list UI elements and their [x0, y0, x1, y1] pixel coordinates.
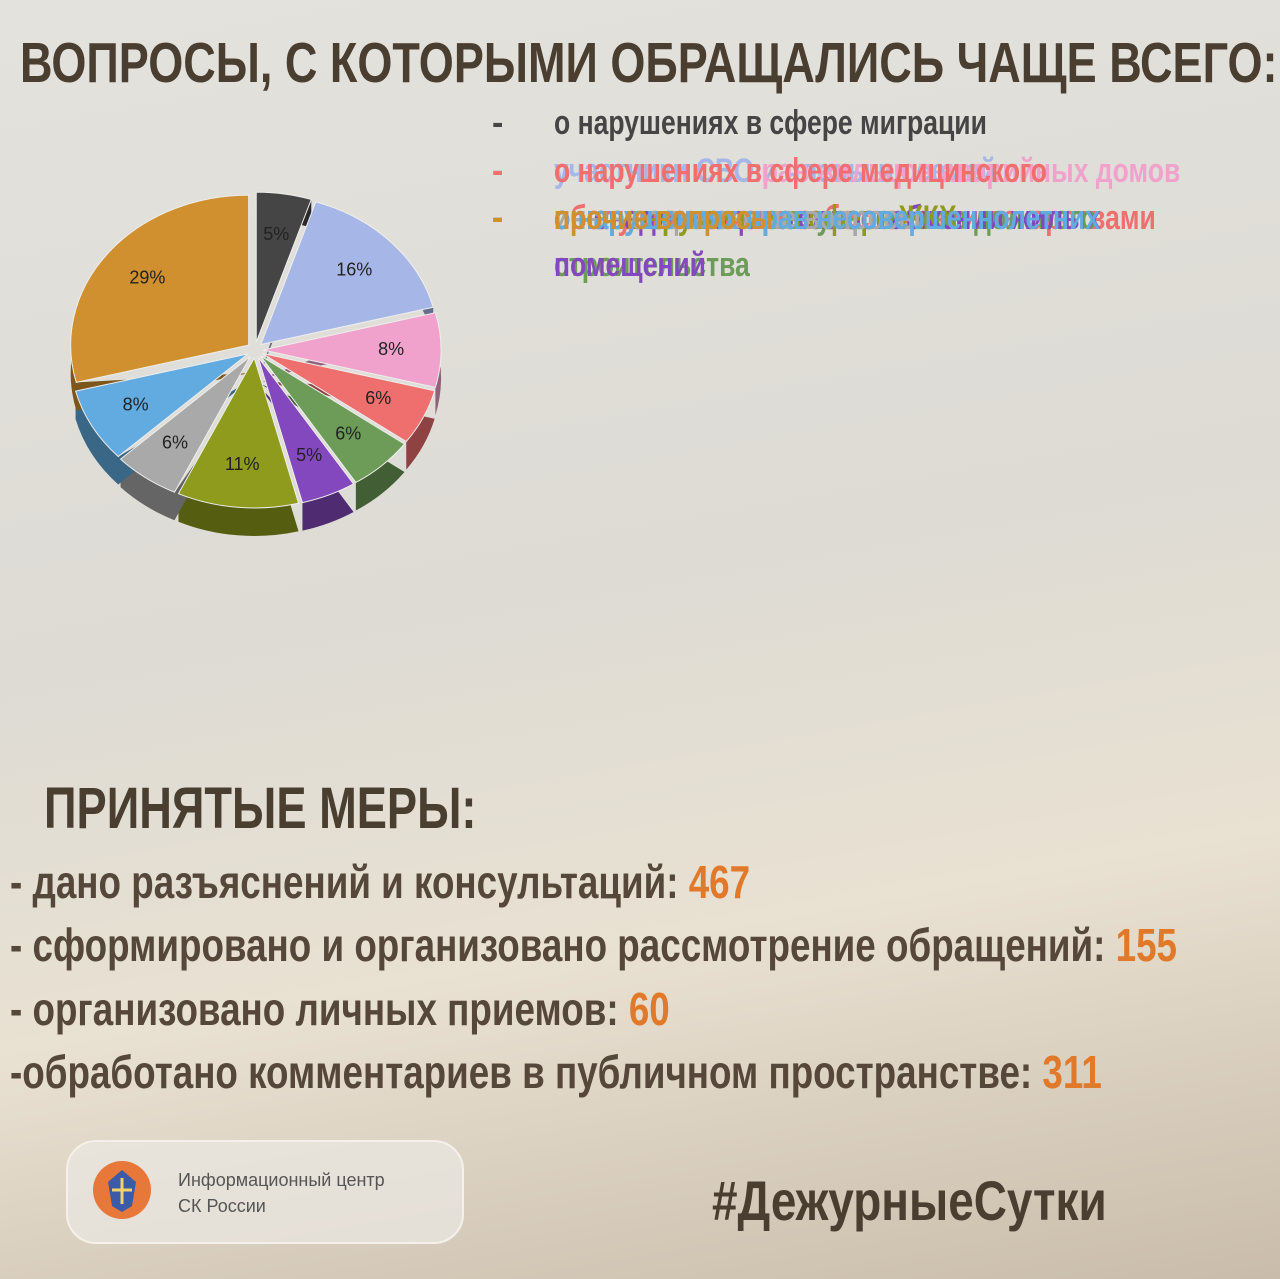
- slice-label: 11%: [225, 454, 260, 474]
- slice-side: [260, 383, 405, 511]
- legend-label: о нарушениях прав участников долевого ст…: [554, 199, 1097, 285]
- measures-title: ПРИНЯТЫЕ МЕРЫ:: [44, 776, 477, 841]
- measure-item: - дано разъяснений и консультаций: 467: [10, 855, 750, 909]
- slice-label: 6%: [335, 423, 361, 443]
- pie-slice: [74, 353, 249, 458]
- legend-label: о ненадлежащем теплоснабжении жилых поме…: [554, 199, 1101, 285]
- measure-label: - сформировано и организовано рассмотрен…: [10, 919, 1106, 971]
- slice-label: 8%: [123, 395, 149, 415]
- legend-marker: -: [492, 199, 504, 238]
- pie-slice: [255, 191, 312, 343]
- measure-value: 467: [688, 856, 751, 908]
- legend-label: иные нарушения в сфере ЖКХ: [554, 199, 957, 238]
- measure-item: - организовано личных приемов: 60: [10, 982, 670, 1036]
- slice-label: 8%: [378, 339, 404, 359]
- legend-marker: -: [492, 151, 504, 190]
- hashtag: #ДежурныеСутки: [712, 1169, 1107, 1232]
- legend-label: о нарушениях в сфере миграции: [554, 104, 987, 142]
- slice-label: 5%: [296, 445, 322, 465]
- pie-slice: [177, 356, 300, 509]
- slice-label: 6%: [162, 433, 188, 453]
- slice-label: 5%: [263, 224, 289, 244]
- legend-marker: -: [492, 199, 504, 238]
- pie-slice: [262, 312, 442, 388]
- pie-slice: [260, 201, 434, 346]
- pie-chart: 5%16%8%6%6%5%11%6%8%29%: [70, 191, 442, 536]
- legend-marker: -: [492, 151, 504, 190]
- measure-item: -обработано комментариев в публичном про…: [10, 1045, 1102, 1099]
- pie-slice: [257, 357, 355, 504]
- legend-label: прочие вопросы: [554, 199, 774, 238]
- org-name: СК России: [178, 1196, 266, 1216]
- slice-label: 29%: [129, 268, 165, 288]
- slice-label: 6%: [365, 388, 391, 408]
- slice-side: [178, 385, 299, 536]
- slice-side: [258, 385, 354, 531]
- legend-marker: -: [492, 151, 504, 190]
- legend-label: о нарушениях в сфере медицинского обслуж…: [554, 151, 1156, 237]
- logo-emblem: [93, 1161, 151, 1219]
- legend-marker: -: [492, 104, 504, 142]
- measure-label: - организовано личных приемов:: [10, 983, 619, 1035]
- measure-value: 311: [1042, 1046, 1102, 1098]
- measure-value: 155: [1115, 919, 1178, 971]
- legend-label: о нарушениях прав несовершеннолетних: [554, 199, 1100, 238]
- measure-label: - дано разъяснений и консультаций:: [10, 856, 679, 908]
- slice-label: 16%: [336, 259, 372, 279]
- pie-slice: [70, 194, 250, 383]
- legend-marker: -: [492, 199, 504, 238]
- legend-marker: -: [492, 199, 504, 238]
- pie-slice: [261, 352, 436, 443]
- legend-label: о нарушениях прав жильцов аварийных домо…: [554, 151, 1181, 190]
- pie-slice: [119, 356, 251, 493]
- slice-side: [120, 384, 251, 521]
- title: ВОПРОСЫ, С КОТОРЫМИ ОБРАЩАЛИСЬ ЧАЩЕ ВСЕГ…: [20, 31, 1278, 95]
- legend-label: участники СВО и члены их семей: [554, 151, 997, 190]
- logo-badge: [66, 1140, 464, 1244]
- legend-label: иные социальные вопросы: [554, 199, 921, 238]
- org-name: Информационный центр: [178, 1170, 385, 1190]
- legend-marker: -: [492, 199, 504, 238]
- measure-item: - сформировано и организовано рассмотрен…: [10, 918, 1177, 972]
- measure-label: -обработано комментариев в публичном про…: [10, 1046, 1033, 1098]
- pie-slice: [260, 355, 406, 484]
- measure-value: 60: [628, 983, 670, 1035]
- legend-marker: -: [492, 199, 504, 238]
